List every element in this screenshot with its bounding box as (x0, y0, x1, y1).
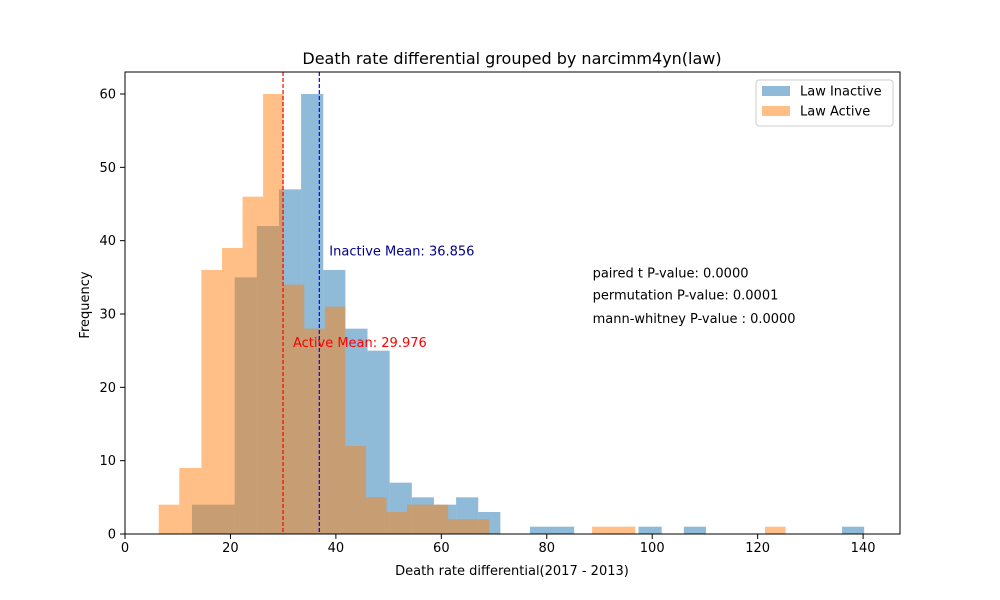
y-tick-label-5: 50 (99, 161, 116, 176)
bar-law-inactive-16 (683, 526, 706, 534)
bar-law-active-4 (242, 196, 264, 535)
legend-swatch-law-active (762, 106, 790, 116)
y-tick-label-3: 30 (99, 308, 116, 323)
x-tick-label-1: 20 (222, 541, 239, 556)
mean-lines: Inactive Mean: 36.856 Active Mean: 29.976 (282, 72, 474, 534)
mean-label-0: Inactive Mean: 36.856 (329, 244, 474, 259)
legend-swatch-law-inactive (762, 86, 790, 96)
x-tick-label-3: 60 (433, 541, 450, 556)
stat-annotation-0: paired t P-value: 0.0000 (593, 266, 749, 281)
x-axis-label: Death rate differential(2017 - 2013) (395, 564, 629, 579)
y-tick-label-0: 0 (108, 528, 116, 543)
x-tick-label-7: 140 (851, 541, 876, 556)
axes: 0 20 40 60 80 100 120 140 0 10 20 30 40 50 60 (99, 71, 901, 556)
bar-law-active-2 (201, 270, 223, 534)
y-tick-label-4: 40 (99, 234, 116, 249)
bar-law-active-10 (365, 497, 387, 534)
stat-annotation-2: mann-whitney P-value : 0.0000 (593, 312, 796, 327)
stat-annotations: paired t P-value: 0.0000 permutation P-va… (593, 266, 796, 327)
bar-law-inactive-17 (842, 526, 865, 534)
y-tick-label-6: 60 (99, 88, 116, 103)
bar-law-inactive-15 (638, 526, 662, 534)
bar-law-active-13 (427, 504, 449, 534)
axes-frame (124, 71, 901, 535)
legend: Law Inactive Law Active (755, 79, 894, 127)
legend-box (755, 79, 894, 127)
x-tick-label-4: 80 (538, 541, 555, 556)
bar-law-active-16 (592, 526, 636, 534)
bar-law-active-7 (304, 328, 325, 534)
x-tick-label-5: 100 (640, 541, 665, 556)
bar-law-active-8 (324, 306, 346, 534)
x-tick-label-0: 0 (121, 541, 129, 556)
bar-law-inactive-8 (367, 350, 390, 534)
stat-annotation-1: permutation P-value: 0.0001 (593, 288, 779, 303)
y-tick-label-2: 20 (99, 381, 116, 396)
bar-law-active-11 (386, 512, 408, 534)
legend-label-law-active: Law Active (800, 105, 870, 120)
mean-label-1: Active Mean: 29.976 (293, 336, 427, 351)
bar-law-inactive-14 (529, 526, 575, 534)
bar-law-active-15 (468, 519, 490, 534)
bar-law-active-14 (448, 519, 469, 534)
bar-law-active-12 (407, 504, 428, 534)
x-tick-label-6: 120 (745, 541, 770, 556)
y-axis-label: Frequency (78, 271, 93, 338)
bar-law-active-3 (222, 248, 243, 534)
x-tick-label-2: 40 (328, 541, 345, 556)
bar-law-active-0 (158, 504, 180, 534)
legend-label-law-inactive: Law Inactive (800, 85, 882, 100)
bar-law-active-17 (765, 526, 786, 534)
y-tick-label-1: 10 (99, 454, 116, 469)
bar-law-active-6 (283, 284, 305, 534)
bar-law-active-9 (345, 446, 366, 534)
bar-law-active-5 (263, 94, 284, 534)
chart-title: Death rate differential grouped by narci… (302, 49, 721, 68)
bar-law-active-1 (179, 468, 202, 534)
